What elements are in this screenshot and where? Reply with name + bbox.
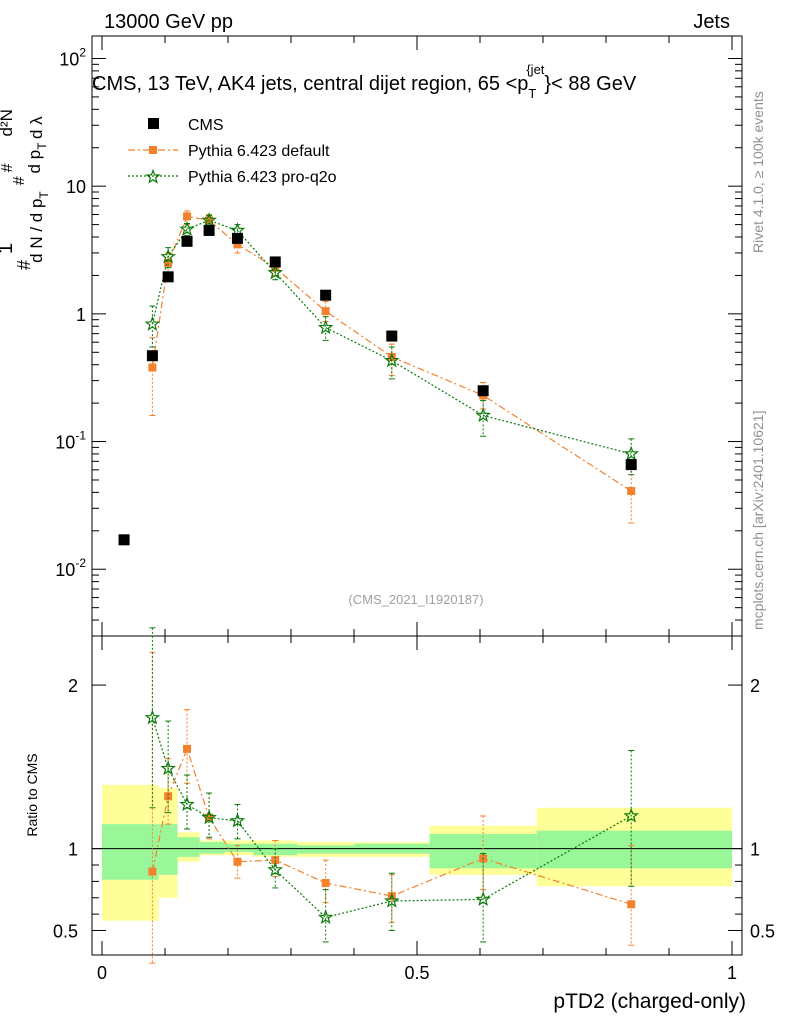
ratio-default-point bbox=[271, 856, 280, 865]
chart-title-sub: T bbox=[528, 86, 536, 101]
y-tick-label-ratio: 0.5 bbox=[53, 921, 78, 941]
cms-point bbox=[203, 224, 215, 236]
ratio-plot-frame: 0 0.5 1 0.5 0.5 1 1 2 2 bbox=[53, 635, 775, 983]
ratio-proq2o-point bbox=[317, 909, 334, 925]
default-point bbox=[233, 240, 242, 249]
header-right: Jets bbox=[693, 11, 730, 33]
ratio-proq2o-point bbox=[623, 807, 640, 823]
y-tick-label-ratio: 1 bbox=[68, 840, 78, 860]
legend-label-cms: CMS bbox=[188, 117, 224, 134]
y-tick-label-main: 10 bbox=[66, 177, 86, 197]
proq2o-point bbox=[383, 352, 400, 368]
proq2o-point bbox=[317, 319, 334, 335]
ratio-proq2o-line bbox=[151, 717, 632, 919]
legend-label-default: Pythia 6.423 default bbox=[188, 143, 330, 160]
cms-point bbox=[231, 232, 243, 244]
default-point bbox=[164, 259, 173, 268]
legend-label-proq2o: Pythia 6.423 pro-q2o bbox=[188, 169, 337, 186]
proq2o-point bbox=[623, 445, 640, 461]
x-tick-label: 0 bbox=[97, 963, 107, 983]
ratio-default-line bbox=[151, 747, 632, 905]
cms-point bbox=[118, 534, 130, 546]
side-label-mcplots: mcplots.cern.ch [arXiv:2401.10621] bbox=[750, 411, 766, 630]
ratio-band-inner bbox=[536, 830, 732, 869]
ratio-proq2o-point bbox=[267, 861, 284, 877]
legend: CMS Pythia 6.423 default Pythia 6.423 pr… bbox=[128, 117, 337, 186]
ratio-proq2o-point bbox=[475, 891, 491, 907]
cms-point bbox=[181, 235, 193, 247]
y-axis-label-ratio: Ratio to CMS bbox=[24, 753, 40, 836]
ratio-proq2o-point bbox=[179, 796, 195, 812]
ratio-band-inner bbox=[297, 845, 354, 854]
y-tick-label-ratio-right: 1 bbox=[750, 840, 760, 860]
ratio-proq2o-point bbox=[144, 709, 161, 725]
y-tick-label-main: 10-2 bbox=[55, 556, 86, 580]
legend-marker-proq2o bbox=[145, 168, 161, 184]
ratio-proq2o-point bbox=[201, 809, 217, 825]
proq2o-point bbox=[267, 264, 284, 280]
chart-title-main: CMS, 13 TeV, AK4 jets, central dijet reg… bbox=[92, 73, 528, 95]
y-tick-label-ratio: 2 bbox=[68, 676, 78, 696]
watermark: (CMS_2021_I1920187) bbox=[348, 592, 483, 607]
ratio-axes-box bbox=[91, 635, 743, 956]
proq2o-line bbox=[151, 219, 632, 455]
proq2o-point bbox=[160, 248, 176, 264]
ratio-band-inner bbox=[158, 824, 178, 875]
cms-point bbox=[162, 271, 174, 283]
cms-point bbox=[625, 459, 637, 471]
chart-title-sup: {jet bbox=[526, 62, 544, 77]
x-axis-label: pTD2 (charged-only) bbox=[553, 990, 746, 1013]
proq2o-point bbox=[201, 212, 217, 227]
ratio-default-point bbox=[321, 879, 330, 888]
cms-point bbox=[386, 330, 398, 342]
ratio-proq2o-point bbox=[383, 892, 400, 908]
cms-point bbox=[477, 385, 489, 397]
ratio-default-point bbox=[627, 900, 636, 909]
x-tick-label: 1 bbox=[727, 963, 737, 983]
ratio-proq2o-point bbox=[160, 760, 176, 776]
proq2o-point bbox=[475, 407, 491, 423]
ratio-default-point bbox=[233, 857, 242, 866]
default-point bbox=[183, 212, 192, 221]
y-tick-label-main: 1 bbox=[76, 305, 86, 325]
y-tick-label-main: 102 bbox=[59, 45, 86, 69]
ratio-band-inner bbox=[199, 842, 225, 854]
default-line bbox=[151, 215, 632, 492]
ratio-default-point bbox=[164, 792, 173, 801]
header-left: 13000 GeV pp bbox=[104, 11, 233, 33]
y-tick-label-main: 10-1 bbox=[55, 429, 86, 453]
proq2o-point bbox=[179, 221, 195, 236]
main-plot-data bbox=[118, 210, 640, 546]
chart-title-tail: }< 88 GeV bbox=[544, 73, 636, 95]
ratio-default-point bbox=[148, 867, 157, 876]
cms-point bbox=[320, 289, 332, 301]
cms-point bbox=[269, 256, 281, 268]
cms-point bbox=[146, 350, 158, 362]
ratio-band-inner bbox=[224, 843, 254, 852]
y-tick-label-ratio-right: 0.5 bbox=[750, 921, 775, 941]
default-point bbox=[148, 363, 157, 372]
ratio-default-point bbox=[183, 744, 192, 753]
y-tick-label-ratio-right: 2 bbox=[750, 676, 760, 696]
ratio-plot-data bbox=[92, 627, 742, 964]
default-point bbox=[321, 307, 330, 316]
legend-marker-cms bbox=[148, 118, 159, 129]
default-point bbox=[627, 486, 636, 495]
legend-marker-default bbox=[149, 146, 157, 154]
x-tick-label: 0.5 bbox=[404, 963, 429, 983]
proq2o-point bbox=[144, 315, 161, 331]
ratio-proq2o-point bbox=[229, 812, 246, 828]
ratio-band-inner bbox=[177, 837, 200, 857]
side-label-rivet: Rivet 4.1.0, ≥ 100k events bbox=[750, 91, 766, 253]
chart-title: CMS, 13 TeV, AK4 jets, central dijet reg… bbox=[92, 62, 637, 101]
